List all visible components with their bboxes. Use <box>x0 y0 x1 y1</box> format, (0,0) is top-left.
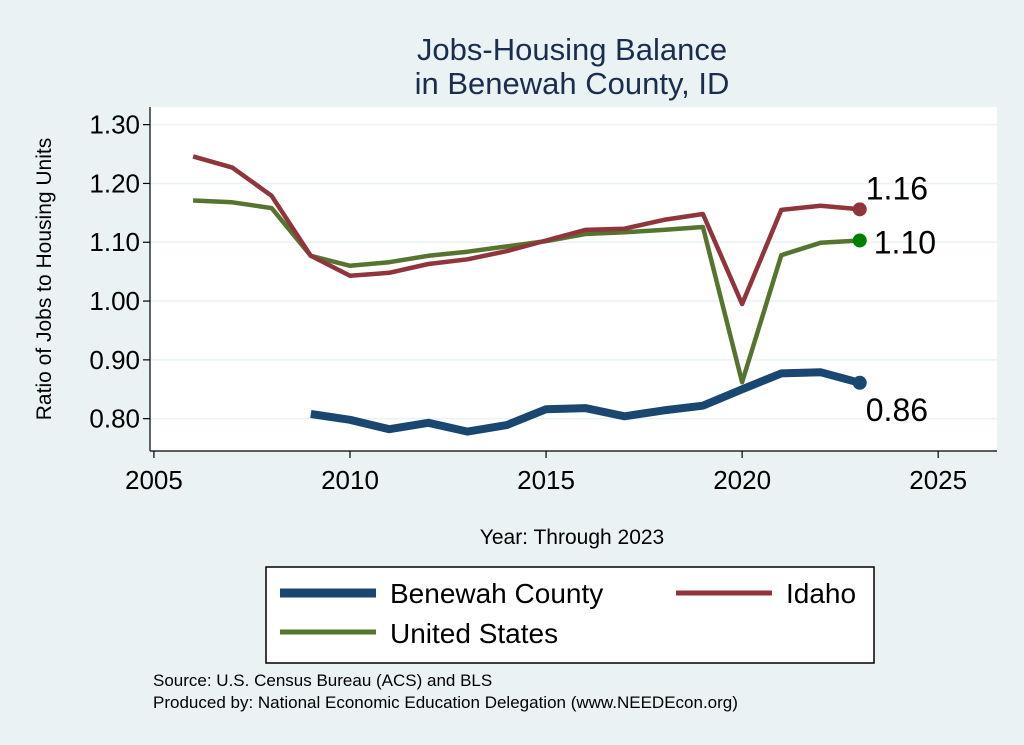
end-marker-idaho <box>852 202 867 217</box>
chart-title: Jobs-Housing Balance <box>417 32 727 67</box>
grid-lines <box>150 123 997 420</box>
y-tick-label: 1.20 <box>89 168 140 198</box>
source-line-1: Source: U.S. Census Bureau (ACS) and BLS <box>153 671 492 690</box>
x-tick-label: 2020 <box>713 465 771 495</box>
chart-subtitle: in Benewah County, ID <box>415 66 730 101</box>
end-label-united-states: 1.10 <box>874 224 936 260</box>
end-label-benewah-county: 0.86 <box>866 392 928 428</box>
y-axis-title: Ratio of Jobs to Housing Units <box>33 138 56 420</box>
y-tick-label: 1.10 <box>89 227 140 257</box>
y-axis: 0.80 0.90 1.00 1.10 1.20 1.30 <box>89 107 151 451</box>
series-line-benewah-county <box>310 368 861 436</box>
legend-label-us: United States <box>390 618 558 649</box>
x-tick-label: 2025 <box>909 465 967 495</box>
source-line-2: Produced by: National Economic Education… <box>153 693 738 712</box>
series-line-idaho <box>192 154 860 307</box>
plot-area <box>150 107 997 451</box>
x-tick-label: 2010 <box>321 465 379 495</box>
y-tick-label: 1.30 <box>89 110 140 140</box>
legend: Benewah County Idaho United States <box>265 566 875 664</box>
y-tick-label: 0.90 <box>89 345 140 375</box>
legend-label-idaho: Idaho <box>786 578 856 609</box>
x-axis: 2005 2010 2015 2020 2025 <box>125 450 997 495</box>
end-marker-united-states <box>852 233 867 248</box>
end-marker-benewah-county <box>852 375 867 390</box>
series-layer <box>192 154 861 436</box>
x-tick-label: 2005 <box>125 465 183 495</box>
x-tick-label: 2015 <box>517 465 575 495</box>
x-axis-title: Year: Through 2023 <box>480 526 665 549</box>
y-tick-label: 0.80 <box>89 404 140 434</box>
legend-label-benewah: Benewah County <box>390 578 603 609</box>
end-label-idaho: 1.16 <box>866 170 928 206</box>
legend-box <box>265 566 875 664</box>
y-tick-label: 1.00 <box>89 286 140 316</box>
end-labels: 0.86 1.16 1.10 <box>852 170 936 428</box>
